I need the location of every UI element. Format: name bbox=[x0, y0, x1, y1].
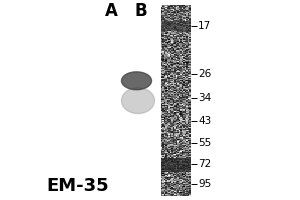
Text: A: A bbox=[105, 2, 117, 20]
Text: 17: 17 bbox=[198, 21, 211, 31]
Text: B: B bbox=[135, 2, 147, 20]
Text: EM-35: EM-35 bbox=[47, 177, 109, 195]
Bar bbox=[160, 5, 190, 196]
Text: 43: 43 bbox=[198, 116, 211, 126]
Ellipse shape bbox=[122, 88, 154, 114]
Text: 72: 72 bbox=[198, 159, 211, 169]
Text: 55: 55 bbox=[198, 138, 211, 148]
Bar bbox=[160, 158, 190, 172]
Ellipse shape bbox=[122, 72, 152, 90]
Text: 26: 26 bbox=[198, 69, 211, 79]
Text: 34: 34 bbox=[198, 93, 211, 103]
Text: 95: 95 bbox=[198, 179, 211, 189]
Bar bbox=[160, 21, 190, 31]
